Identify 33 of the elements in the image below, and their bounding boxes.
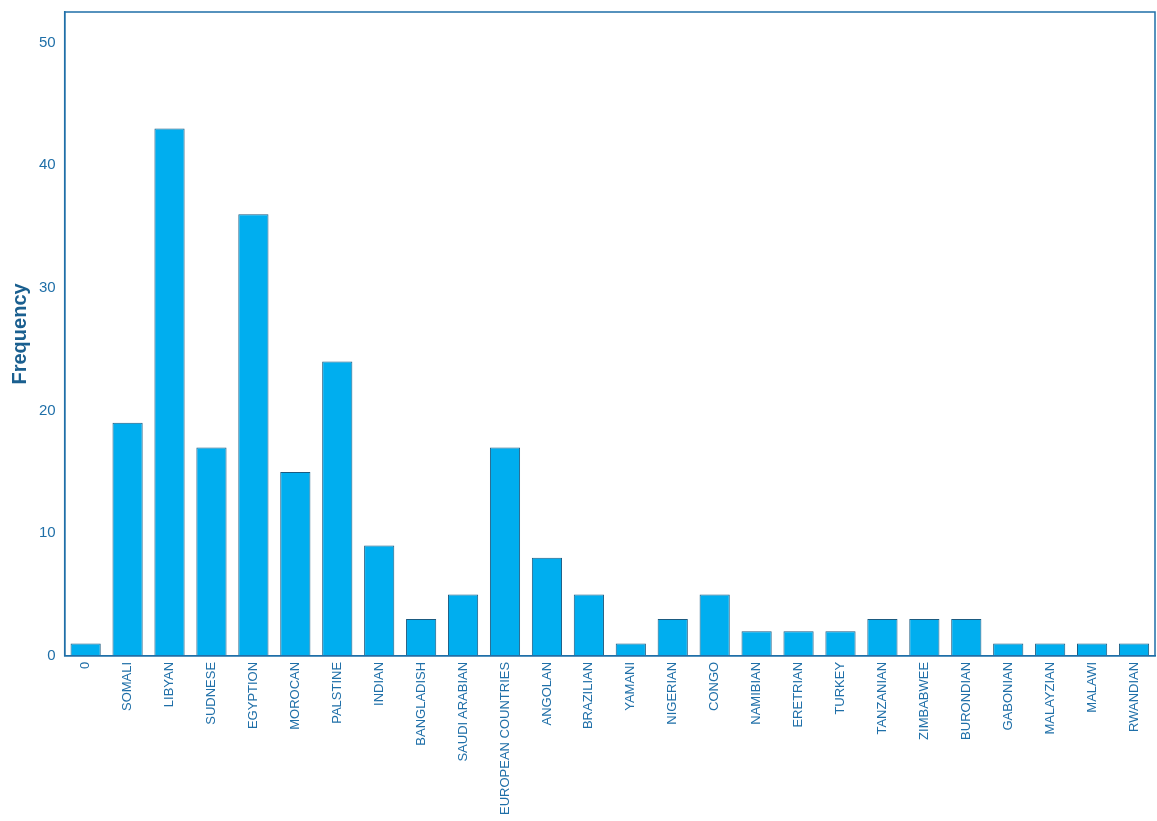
x-tick-label: MALAYZIAN bbox=[1041, 661, 1057, 735]
y-tick-label: 50 bbox=[39, 32, 56, 50]
y-tick-label: 10 bbox=[39, 523, 56, 541]
x-tick-label: SAUDI ARABIAN bbox=[454, 661, 470, 762]
x-tick-label: MOROCAN bbox=[286, 661, 302, 730]
x-tick-label: EGYPTION bbox=[244, 661, 260, 730]
x-tick-label: LIBYAN bbox=[161, 661, 177, 708]
y-tick-label: 20 bbox=[39, 400, 56, 418]
y-tick-label: 30 bbox=[39, 278, 56, 296]
y-axis-title: Frequency bbox=[7, 282, 30, 385]
y-tick-label: 0 bbox=[47, 646, 56, 664]
x-tick-label: MALAWI bbox=[1083, 661, 1099, 713]
x-tick-label: BRAZILIAN bbox=[580, 661, 596, 730]
x-tick-label: ZIMBABWEE bbox=[915, 661, 931, 740]
x-tick-label: INDIAN bbox=[370, 661, 386, 706]
y-tick-label: 40 bbox=[39, 155, 56, 173]
x-tick-label: EUROPEAN COUNTRIES bbox=[496, 661, 512, 816]
x-tick-label: BANGLADISH bbox=[412, 661, 428, 746]
x-tick-label: TURKEY bbox=[832, 661, 848, 715]
x-tick-label: RWANDIAN bbox=[1125, 661, 1141, 732]
x-tick-label: SOMALI bbox=[119, 661, 135, 711]
x-tick-label: NAMIBIAN bbox=[748, 661, 764, 725]
x-tick-label: NIGERIAN bbox=[664, 661, 680, 725]
x-tick-label: BURONDIAN bbox=[957, 661, 973, 740]
x-tick-label: ERETRIAN bbox=[790, 661, 806, 728]
x-tick-label: YAMANI bbox=[622, 661, 638, 711]
x-tick-label: GABONIAN bbox=[999, 661, 1015, 731]
x-tick-label: ANGOLAN bbox=[538, 661, 554, 726]
x-tick-label: TANZANIAN bbox=[874, 661, 889, 735]
x-tick-label: 0 bbox=[77, 661, 93, 670]
x-tick-label: PALSTINE bbox=[328, 661, 344, 724]
x-tick-label: CONGO bbox=[706, 661, 722, 711]
x-tick-label: SUDNESE bbox=[203, 661, 219, 725]
